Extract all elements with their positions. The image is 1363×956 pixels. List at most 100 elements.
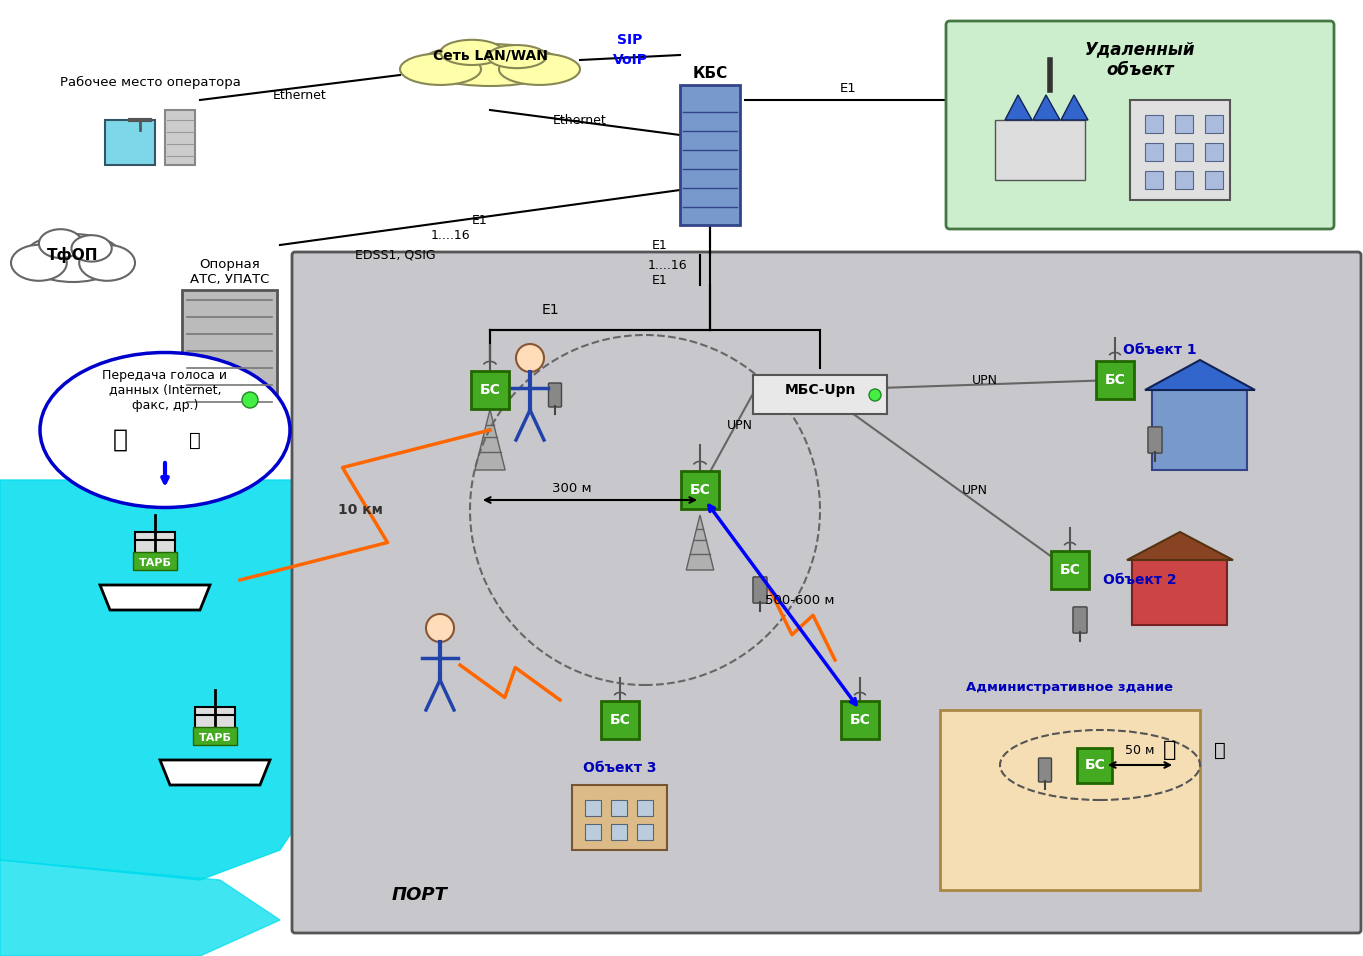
- Text: ТАРБ: ТАРБ: [199, 733, 232, 743]
- Text: БС: БС: [690, 483, 710, 497]
- Ellipse shape: [499, 54, 581, 85]
- Text: Передача голоса и
данных (Internet,
факс, др.): Передача голоса и данных (Internet, факс…: [102, 368, 228, 411]
- FancyBboxPatch shape: [1175, 115, 1193, 133]
- FancyBboxPatch shape: [1145, 115, 1163, 133]
- FancyBboxPatch shape: [637, 824, 653, 840]
- Text: E1: E1: [472, 213, 488, 227]
- Text: UPN: UPN: [726, 419, 752, 431]
- Polygon shape: [686, 515, 714, 570]
- Text: 1....16: 1....16: [647, 258, 687, 272]
- Text: БС: БС: [1085, 758, 1105, 772]
- Ellipse shape: [11, 245, 67, 281]
- Text: ТАРБ: ТАРБ: [139, 558, 172, 568]
- Circle shape: [517, 344, 544, 372]
- Text: Объект 3: Объект 3: [583, 761, 657, 775]
- FancyBboxPatch shape: [946, 21, 1334, 229]
- Text: 10 км: 10 км: [338, 503, 383, 517]
- Text: 50 м: 50 м: [1126, 745, 1154, 757]
- FancyBboxPatch shape: [1073, 607, 1088, 633]
- Text: 500-600 м: 500-600 м: [765, 594, 834, 606]
- Ellipse shape: [418, 44, 562, 86]
- Text: Рабочее место оператора: Рабочее место оператора: [60, 76, 240, 89]
- Text: SIP: SIP: [617, 33, 643, 47]
- Text: БС: БС: [480, 383, 500, 397]
- Ellipse shape: [488, 45, 547, 68]
- Text: Объект 1: Объект 1: [1123, 343, 1197, 357]
- Text: E1: E1: [652, 238, 668, 251]
- FancyBboxPatch shape: [585, 824, 601, 840]
- FancyBboxPatch shape: [292, 252, 1362, 933]
- Text: E1: E1: [652, 273, 668, 287]
- FancyBboxPatch shape: [611, 800, 627, 816]
- FancyBboxPatch shape: [995, 120, 1085, 180]
- FancyBboxPatch shape: [1078, 748, 1112, 783]
- FancyBboxPatch shape: [611, 824, 627, 840]
- FancyBboxPatch shape: [1133, 560, 1227, 625]
- Circle shape: [870, 389, 880, 401]
- Ellipse shape: [79, 245, 135, 281]
- FancyBboxPatch shape: [183, 290, 278, 420]
- Ellipse shape: [40, 229, 82, 258]
- FancyBboxPatch shape: [940, 710, 1199, 890]
- Text: БС: БС: [849, 713, 871, 727]
- FancyBboxPatch shape: [1148, 427, 1163, 453]
- Text: EDSS1, QSIG: EDSS1, QSIG: [354, 249, 435, 262]
- Circle shape: [243, 392, 258, 408]
- Polygon shape: [0, 480, 360, 880]
- FancyBboxPatch shape: [1205, 171, 1223, 189]
- Ellipse shape: [23, 234, 123, 282]
- Text: E1: E1: [541, 303, 559, 317]
- FancyBboxPatch shape: [752, 576, 767, 603]
- FancyBboxPatch shape: [165, 110, 195, 165]
- Circle shape: [427, 614, 454, 642]
- Polygon shape: [1060, 95, 1088, 120]
- FancyBboxPatch shape: [548, 383, 562, 407]
- Text: КБС: КБС: [692, 66, 728, 80]
- FancyBboxPatch shape: [752, 375, 887, 414]
- Text: 🖥: 🖥: [1163, 740, 1176, 760]
- FancyBboxPatch shape: [682, 471, 720, 509]
- FancyBboxPatch shape: [134, 552, 177, 570]
- FancyBboxPatch shape: [1145, 143, 1163, 161]
- Polygon shape: [159, 760, 270, 785]
- Polygon shape: [1005, 95, 1032, 120]
- Text: 📞: 📞: [189, 430, 200, 449]
- Text: UPN: UPN: [972, 374, 998, 386]
- Ellipse shape: [440, 40, 503, 65]
- FancyBboxPatch shape: [135, 532, 174, 560]
- FancyBboxPatch shape: [1152, 390, 1247, 470]
- FancyBboxPatch shape: [1175, 171, 1193, 189]
- FancyBboxPatch shape: [841, 701, 879, 739]
- Polygon shape: [1145, 360, 1255, 390]
- FancyBboxPatch shape: [195, 707, 234, 735]
- Text: Сеть LAN/WAN: Сеть LAN/WAN: [432, 48, 548, 62]
- Polygon shape: [99, 585, 210, 610]
- Text: Ethernet: Ethernet: [273, 89, 327, 101]
- FancyBboxPatch shape: [472, 371, 508, 409]
- Ellipse shape: [399, 54, 481, 85]
- FancyBboxPatch shape: [585, 800, 601, 816]
- Ellipse shape: [40, 353, 290, 508]
- FancyBboxPatch shape: [1205, 143, 1223, 161]
- FancyBboxPatch shape: [105, 120, 155, 165]
- Text: Опорная
АТС, УПАТС: Опорная АТС, УПАТС: [191, 258, 270, 286]
- FancyBboxPatch shape: [1096, 361, 1134, 399]
- Text: UPN: UPN: [962, 484, 988, 496]
- Text: БС: БС: [1059, 563, 1081, 577]
- Text: ПОРТ: ПОРТ: [393, 886, 448, 904]
- FancyBboxPatch shape: [1175, 143, 1193, 161]
- FancyBboxPatch shape: [637, 800, 653, 816]
- FancyBboxPatch shape: [1130, 100, 1229, 200]
- Text: 300 м: 300 м: [552, 482, 592, 494]
- Polygon shape: [1127, 532, 1234, 560]
- FancyBboxPatch shape: [680, 85, 740, 225]
- FancyBboxPatch shape: [1205, 115, 1223, 133]
- Text: E1: E1: [840, 81, 856, 95]
- FancyBboxPatch shape: [1051, 551, 1089, 589]
- FancyBboxPatch shape: [1145, 171, 1163, 189]
- FancyBboxPatch shape: [572, 785, 667, 850]
- Text: 🖥: 🖥: [113, 428, 128, 452]
- FancyBboxPatch shape: [1039, 758, 1051, 782]
- Text: 1....16: 1....16: [431, 228, 470, 242]
- Polygon shape: [474, 409, 506, 470]
